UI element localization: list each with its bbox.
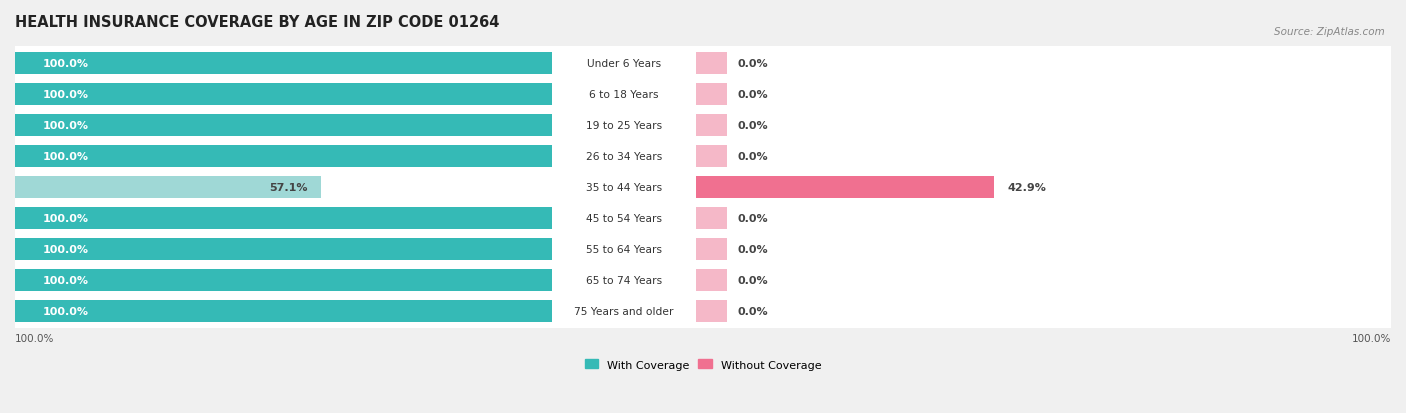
Bar [15, 115, 551, 137]
Text: HEALTH INSURANCE COVERAGE BY AGE IN ZIP CODE 01264: HEALTH INSURANCE COVERAGE BY AGE IN ZIP … [15, 15, 499, 30]
Text: 0.0%: 0.0% [738, 214, 769, 223]
Bar [696, 300, 727, 322]
Text: 0.0%: 0.0% [738, 275, 769, 285]
Bar [696, 115, 727, 137]
Bar [15, 238, 551, 261]
Text: 0.0%: 0.0% [738, 121, 769, 131]
Bar [15, 269, 551, 291]
Bar [15, 294, 1391, 328]
Text: 26 to 34 Years: 26 to 34 Years [586, 152, 662, 161]
Text: 100.0%: 100.0% [42, 121, 89, 131]
Bar [15, 53, 551, 75]
Bar [696, 207, 727, 230]
Bar [15, 232, 1391, 266]
Text: 57.1%: 57.1% [269, 183, 308, 192]
Text: 0.0%: 0.0% [738, 59, 769, 69]
Text: 100.0%: 100.0% [15, 333, 55, 343]
Bar [15, 263, 1391, 297]
Bar [15, 170, 1391, 205]
Bar [15, 145, 551, 168]
Text: 19 to 25 Years: 19 to 25 Years [586, 121, 662, 131]
Text: 100.0%: 100.0% [42, 306, 89, 316]
Text: 45 to 54 Years: 45 to 54 Years [586, 214, 662, 223]
Bar [15, 140, 1391, 174]
Bar [696, 84, 727, 106]
Text: Under 6 Years: Under 6 Years [586, 59, 661, 69]
Bar [696, 53, 727, 75]
Text: 100.0%: 100.0% [42, 152, 89, 161]
Bar [15, 47, 1391, 81]
Text: 42.9%: 42.9% [1008, 183, 1047, 192]
Bar [696, 269, 727, 291]
Text: 100.0%: 100.0% [42, 59, 89, 69]
Bar [15, 176, 322, 199]
Legend: With Coverage, Without Coverage: With Coverage, Without Coverage [585, 359, 821, 370]
Text: Source: ZipAtlas.com: Source: ZipAtlas.com [1274, 27, 1385, 37]
Bar [15, 109, 1391, 143]
Bar [696, 238, 727, 261]
Bar [15, 207, 551, 230]
Text: 0.0%: 0.0% [738, 306, 769, 316]
Text: 0.0%: 0.0% [738, 152, 769, 161]
Text: 0.0%: 0.0% [738, 90, 769, 100]
Text: 6 to 18 Years: 6 to 18 Years [589, 90, 658, 100]
Bar [15, 78, 1391, 112]
Bar [15, 201, 1391, 236]
Text: 65 to 74 Years: 65 to 74 Years [586, 275, 662, 285]
Text: 100.0%: 100.0% [42, 275, 89, 285]
Text: 100.0%: 100.0% [42, 244, 89, 254]
Text: 0.0%: 0.0% [738, 244, 769, 254]
Text: 35 to 44 Years: 35 to 44 Years [586, 183, 662, 192]
Text: 100.0%: 100.0% [1351, 333, 1391, 343]
Text: 75 Years and older: 75 Years and older [574, 306, 673, 316]
Text: 100.0%: 100.0% [42, 214, 89, 223]
Bar [696, 176, 994, 199]
Text: 100.0%: 100.0% [42, 90, 89, 100]
Bar [696, 145, 727, 168]
Bar [15, 300, 551, 322]
Bar [15, 84, 551, 106]
Text: 55 to 64 Years: 55 to 64 Years [586, 244, 662, 254]
